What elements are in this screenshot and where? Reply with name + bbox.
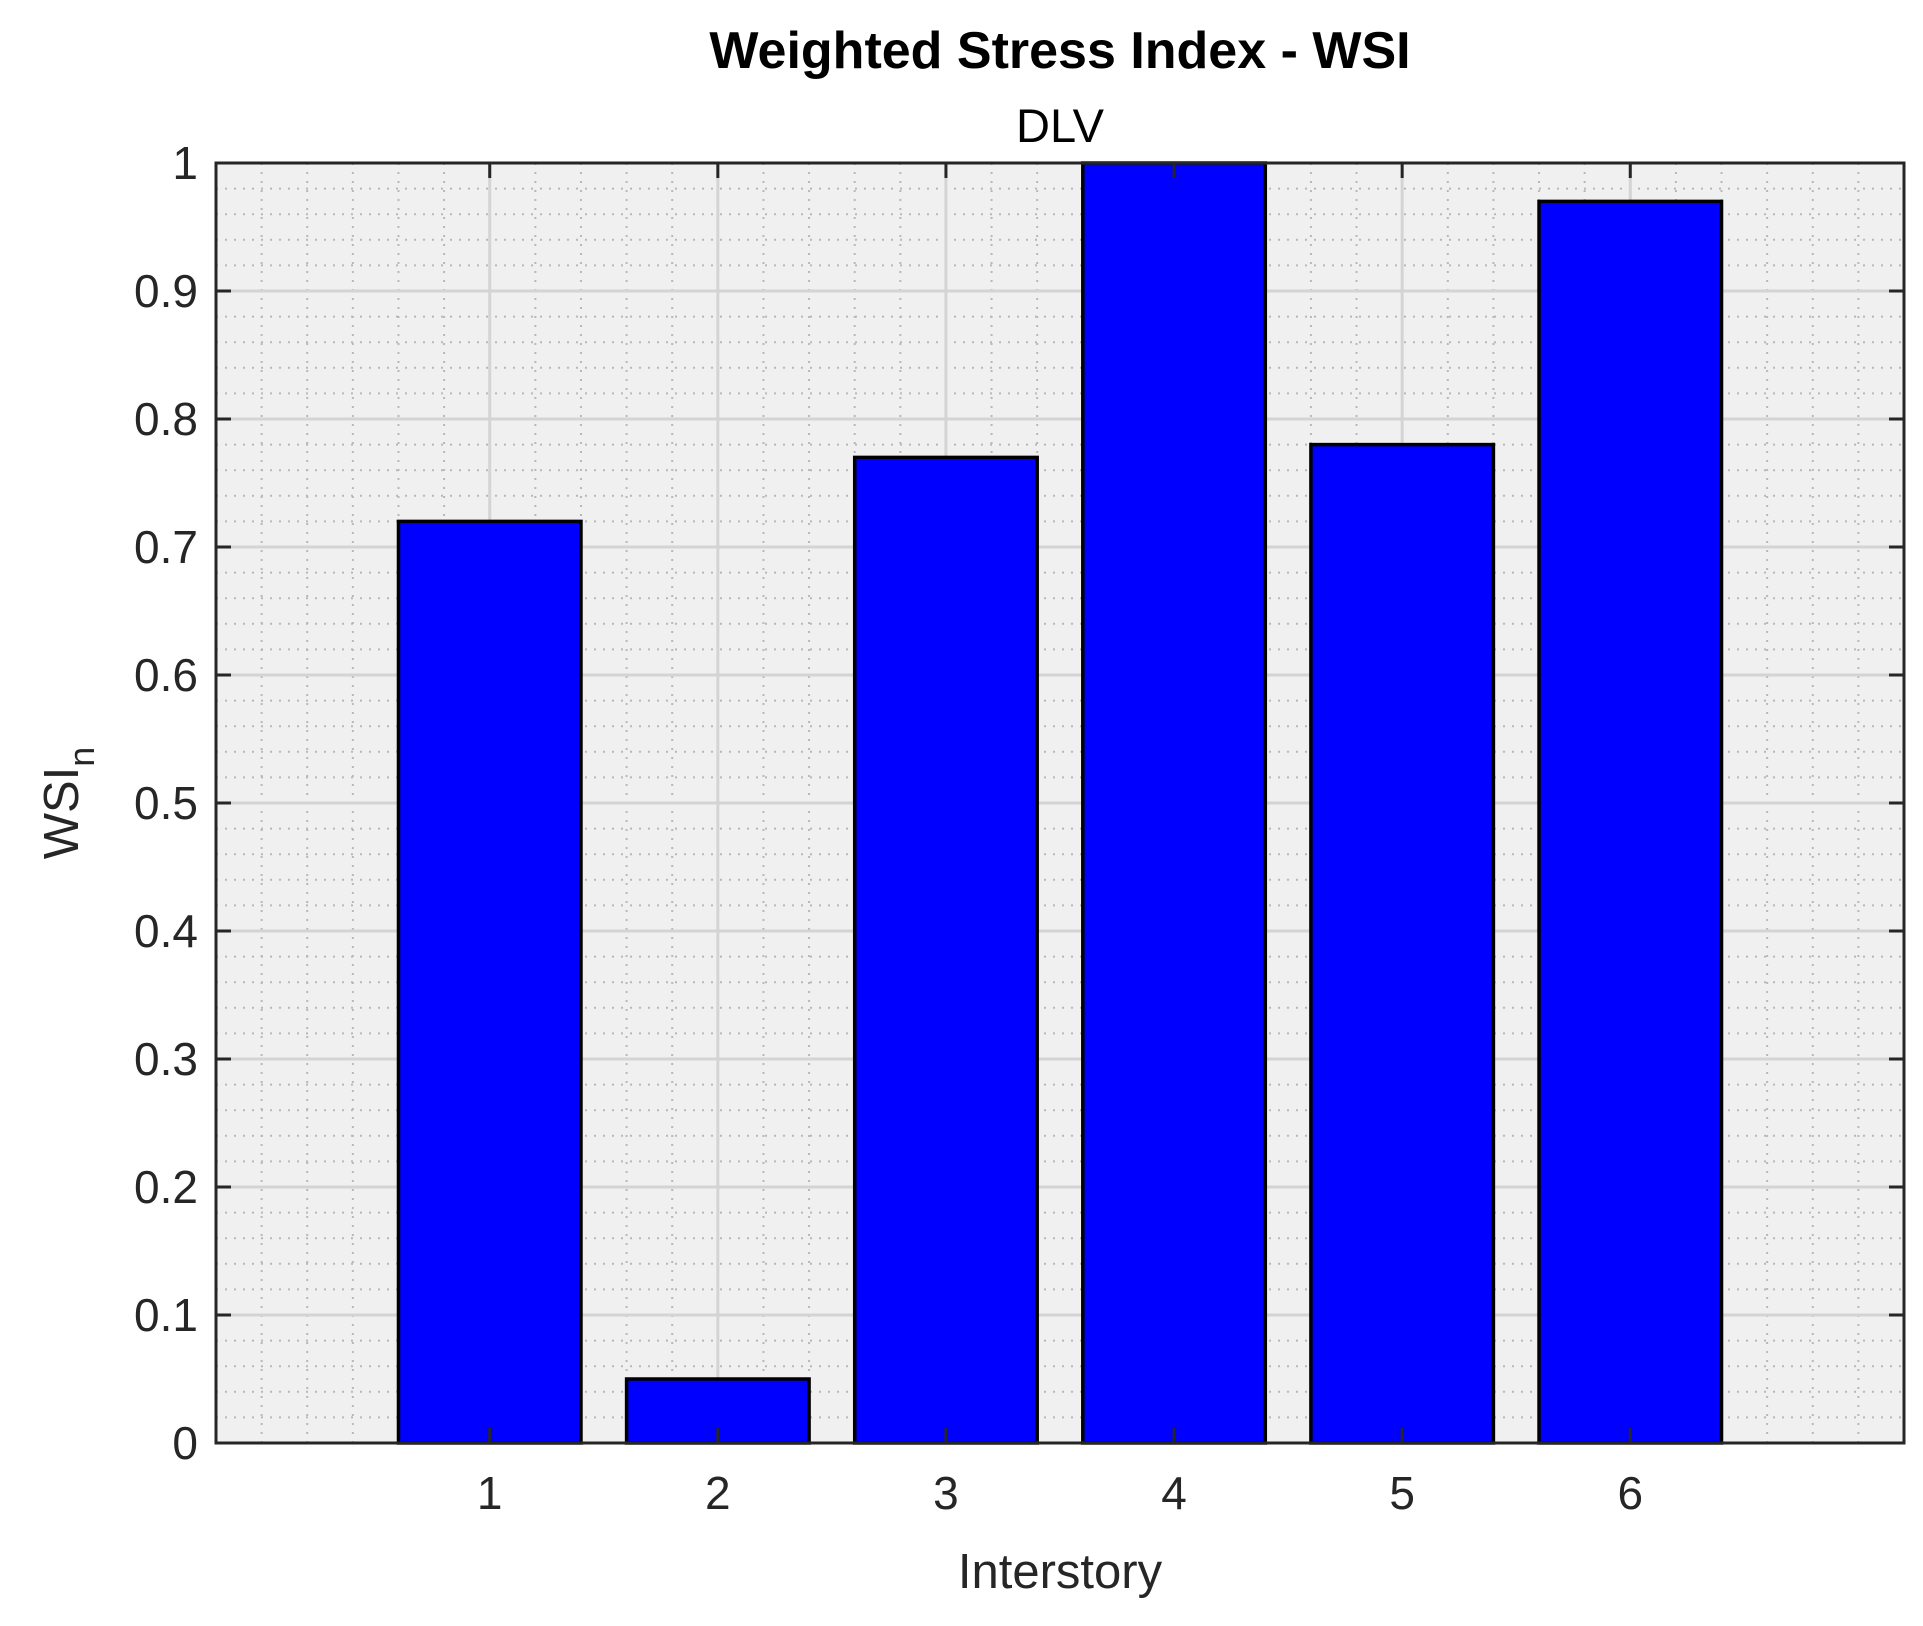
x-tick-label: 6 — [1617, 1467, 1643, 1519]
x-tick-labels: 1 2 3 4 5 6 — [477, 1467, 1643, 1519]
bar — [1309, 442, 1496, 1445]
x-tick-label: 1 — [477, 1467, 503, 1519]
chart-subtitle: DLV — [1016, 99, 1105, 152]
y-tick-label: 0 — [172, 1417, 198, 1469]
x-tick-label: 5 — [1389, 1467, 1415, 1519]
y-tick-label: 0.7 — [134, 521, 198, 573]
x-tick-label: 4 — [1161, 1467, 1187, 1519]
bar — [1537, 199, 1724, 1445]
y-tick-label: 1 — [172, 137, 198, 189]
bar — [852, 455, 1039, 1445]
y-tick-label: 0.3 — [134, 1033, 198, 1085]
ticks — [216, 161, 1904, 1445]
x-tick-label: 3 — [933, 1467, 959, 1519]
y-axis-label-subscript: n — [61, 747, 102, 767]
y-tick-label: 0.6 — [134, 649, 198, 701]
y-tick-label: 0.4 — [134, 905, 198, 957]
y-tick-label: 0.1 — [134, 1289, 198, 1341]
x-axis-label: Interstory — [958, 1545, 1163, 1599]
y-axis-label: WSIn — [35, 747, 102, 860]
chart-title: Weighted Stress Index - WSI — [709, 22, 1410, 80]
y-tick-label: 0.8 — [134, 393, 198, 445]
y-tick-label: 0.2 — [134, 1161, 198, 1213]
y-tick-label: 0.9 — [134, 265, 198, 317]
bar — [1081, 161, 1268, 1445]
y-tick-labels: 0 0.1 0.2 0.3 0.4 0.5 0.6 0.7 0.8 0.9 1 — [134, 137, 198, 1469]
bar — [396, 519, 583, 1445]
x-tick-label: 2 — [705, 1467, 731, 1519]
y-axis-label-main: WSI — [35, 767, 89, 860]
y-tick-label: 0.5 — [134, 777, 198, 829]
